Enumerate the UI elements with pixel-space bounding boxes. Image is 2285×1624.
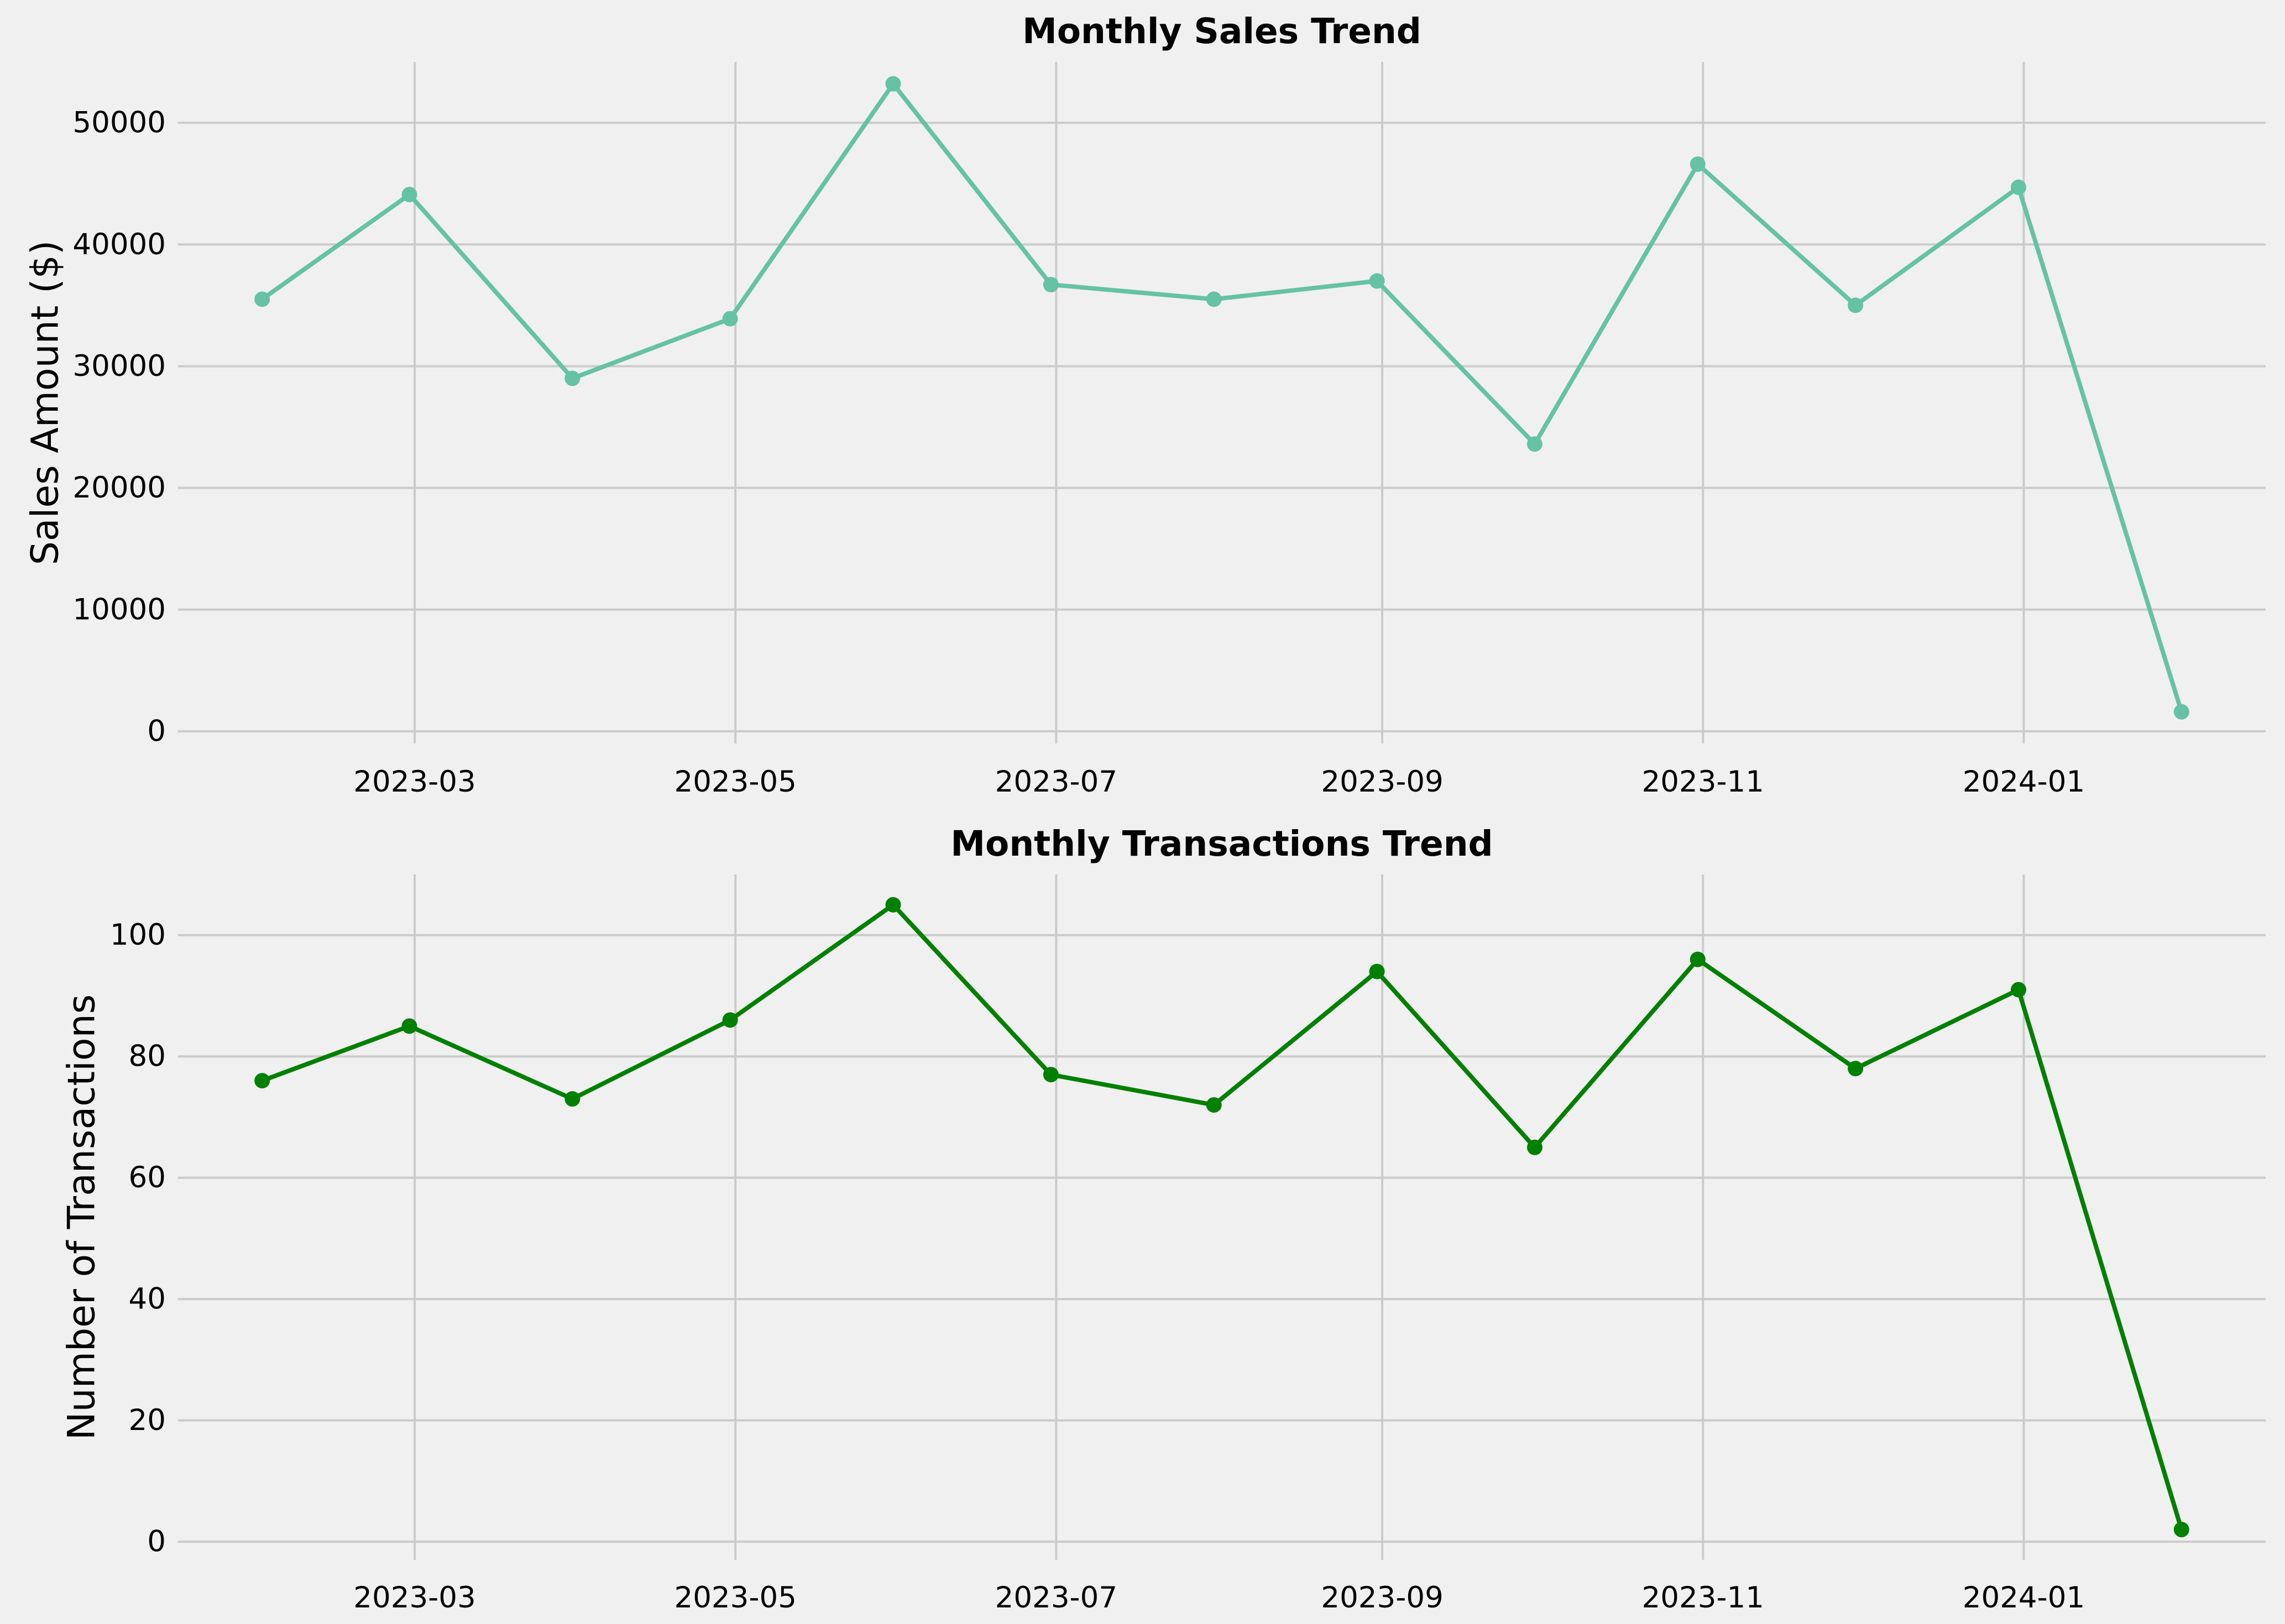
sales-x-tick-label: 2023-05 [674, 765, 796, 799]
sales-data-point [564, 370, 581, 386]
transactions-data-point [1848, 1061, 1864, 1077]
sales-y-tick-label: 40000 [72, 228, 166, 261]
transactions-x-tick-labels: 2023-03 2023-05 2023-07 2023-09 2023-11 2024-… [353, 1581, 2085, 1615]
sales-y-tick-label: 0 [147, 714, 166, 748]
sales-data-point [1848, 297, 1864, 313]
transactions-x-tick-label: 2023-09 [1321, 1581, 1443, 1615]
transactions-y-tick-label: 0 [147, 1525, 166, 1559]
transactions-data-point [401, 1018, 417, 1034]
transactions-x-tick-label: 2023-03 [353, 1581, 475, 1615]
transactions-y-tick-label: 20 [129, 1403, 166, 1437]
transactions-data-point [1690, 951, 1706, 967]
transactions-data-point [2173, 1522, 2189, 1538]
sales-y-tick-label: 20000 [72, 471, 166, 505]
transactions-data-point [254, 1073, 270, 1089]
sales-y-axis-label: Sales Amount ($) [24, 240, 67, 565]
sales-chart: Monthly Sales Trend Sales Amount ($) 202… [24, 11, 2266, 799]
sales-y-tick-label: 30000 [72, 349, 166, 383]
sales-data-point [2173, 704, 2189, 720]
sales-y-tick-label: 50000 [72, 106, 166, 140]
transactions-series [254, 897, 2189, 1538]
transactions-x-tick-label: 2023-05 [674, 1581, 796, 1615]
transactions-chart: Monthly Transactions Trend Number of Tra… [60, 824, 2266, 1615]
transactions-y-tick-labels: 0 20 40 60 80 100 [110, 918, 166, 1558]
sales-data-point [1206, 291, 1222, 307]
transactions-y-axis-label: Number of Transactions [60, 994, 104, 1440]
sales-data-point [885, 76, 901, 92]
transactions-data-point [1369, 963, 1385, 979]
sales-x-tick-label: 2024-01 [1963, 765, 2085, 799]
sales-x-tick-label: 2023-07 [995, 765, 1117, 799]
transactions-y-tick-label: 40 [129, 1282, 166, 1316]
sales-chart-title: Monthly Sales Trend [1022, 11, 1421, 51]
transactions-grid [178, 874, 2266, 1560]
sales-x-tick-labels: 2023-03 2023-05 2023-07 2023-09 2023-11 2024-… [353, 765, 2085, 799]
sales-x-tick-label: 2023-03 [353, 765, 475, 799]
transactions-data-point [1526, 1139, 1542, 1155]
sales-data-point [1526, 436, 1542, 452]
transactions-x-tick-label: 2023-07 [995, 1581, 1117, 1615]
sales-grid [178, 62, 2266, 743]
transactions-data-point [2010, 982, 2026, 998]
sales-x-tick-label: 2023-09 [1321, 765, 1443, 799]
sales-y-tick-labels: 0 10000 20000 30000 40000 50000 [72, 106, 166, 748]
sales-series [254, 76, 2189, 720]
sales-data-point [1043, 276, 1059, 292]
transactions-data-point [1043, 1067, 1059, 1083]
sales-data-point [1690, 156, 1706, 172]
sales-data-point [2010, 179, 2026, 195]
transactions-y-tick-label: 60 [129, 1161, 166, 1195]
transactions-data-point [564, 1091, 581, 1107]
transactions-data-point [1206, 1097, 1222, 1113]
sales-data-point [401, 186, 417, 202]
transactions-y-tick-label: 100 [110, 918, 166, 952]
transactions-chart-title: Monthly Transactions Trend [950, 824, 1493, 864]
sales-data-point [722, 311, 738, 327]
transactions-data-point [885, 897, 901, 913]
transactions-data-point [722, 1012, 738, 1028]
sales-x-tick-label: 2023-11 [1642, 765, 1764, 799]
sales-y-tick-label: 10000 [72, 593, 166, 626]
sales-data-point [1369, 273, 1385, 289]
sales-data-point [254, 291, 270, 307]
transactions-x-tick-label: 2023-11 [1642, 1581, 1764, 1615]
transactions-y-tick-label: 80 [129, 1040, 166, 1073]
transactions-x-tick-label: 2024-01 [1963, 1581, 2085, 1615]
